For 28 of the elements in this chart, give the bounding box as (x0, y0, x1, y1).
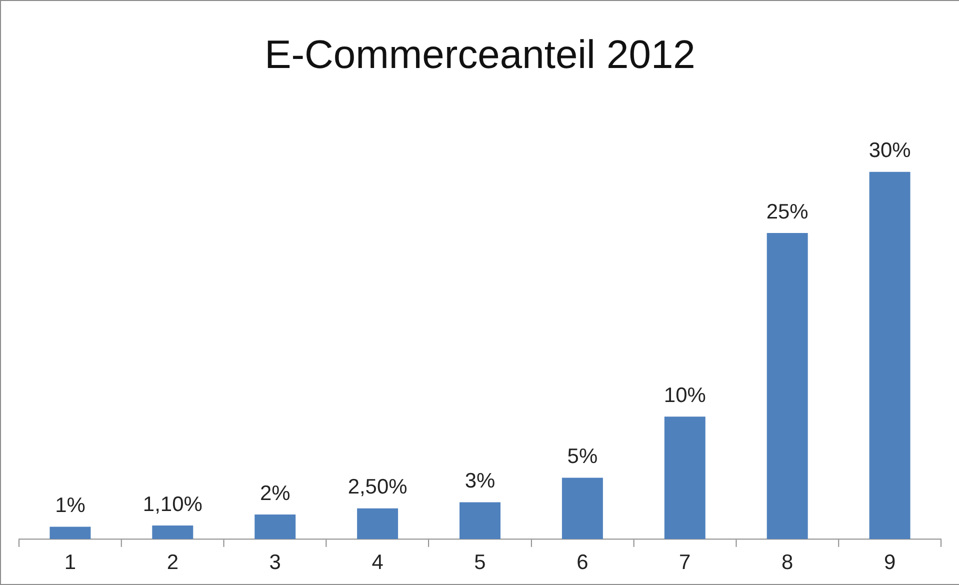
data-label: 10% (664, 384, 706, 407)
bar (766, 233, 808, 539)
x-tick-label: 1 (64, 551, 76, 574)
x-tick-label: 3 (269, 551, 281, 574)
data-label: 5% (567, 445, 598, 468)
x-tick-label: 4 (372, 551, 384, 574)
bar (50, 526, 91, 539)
x-tick-label: 8 (782, 551, 794, 574)
bar (357, 508, 398, 539)
data-label: 25% (766, 200, 808, 224)
x-tick-label: 6 (576, 551, 588, 574)
bar (254, 514, 296, 539)
data-label: 3% (464, 470, 496, 493)
bar (562, 478, 603, 539)
bar (152, 525, 194, 539)
bar (460, 502, 500, 539)
bar (664, 416, 706, 539)
data-label: 30% (868, 139, 911, 162)
data-label: 2% (260, 482, 290, 505)
x-tick-label: 9 (884, 551, 896, 574)
x-tick-label: 2 (166, 551, 178, 574)
data-label: 2,50% (348, 476, 408, 499)
data-label: 1,10% (142, 492, 202, 516)
x-tick-label: 5 (474, 551, 486, 574)
x-tick-label: 7 (679, 551, 691, 574)
data-label: 1% (55, 494, 86, 518)
bar (869, 172, 910, 539)
chart-title: E-Commerceanteil 2012 (264, 32, 696, 77)
